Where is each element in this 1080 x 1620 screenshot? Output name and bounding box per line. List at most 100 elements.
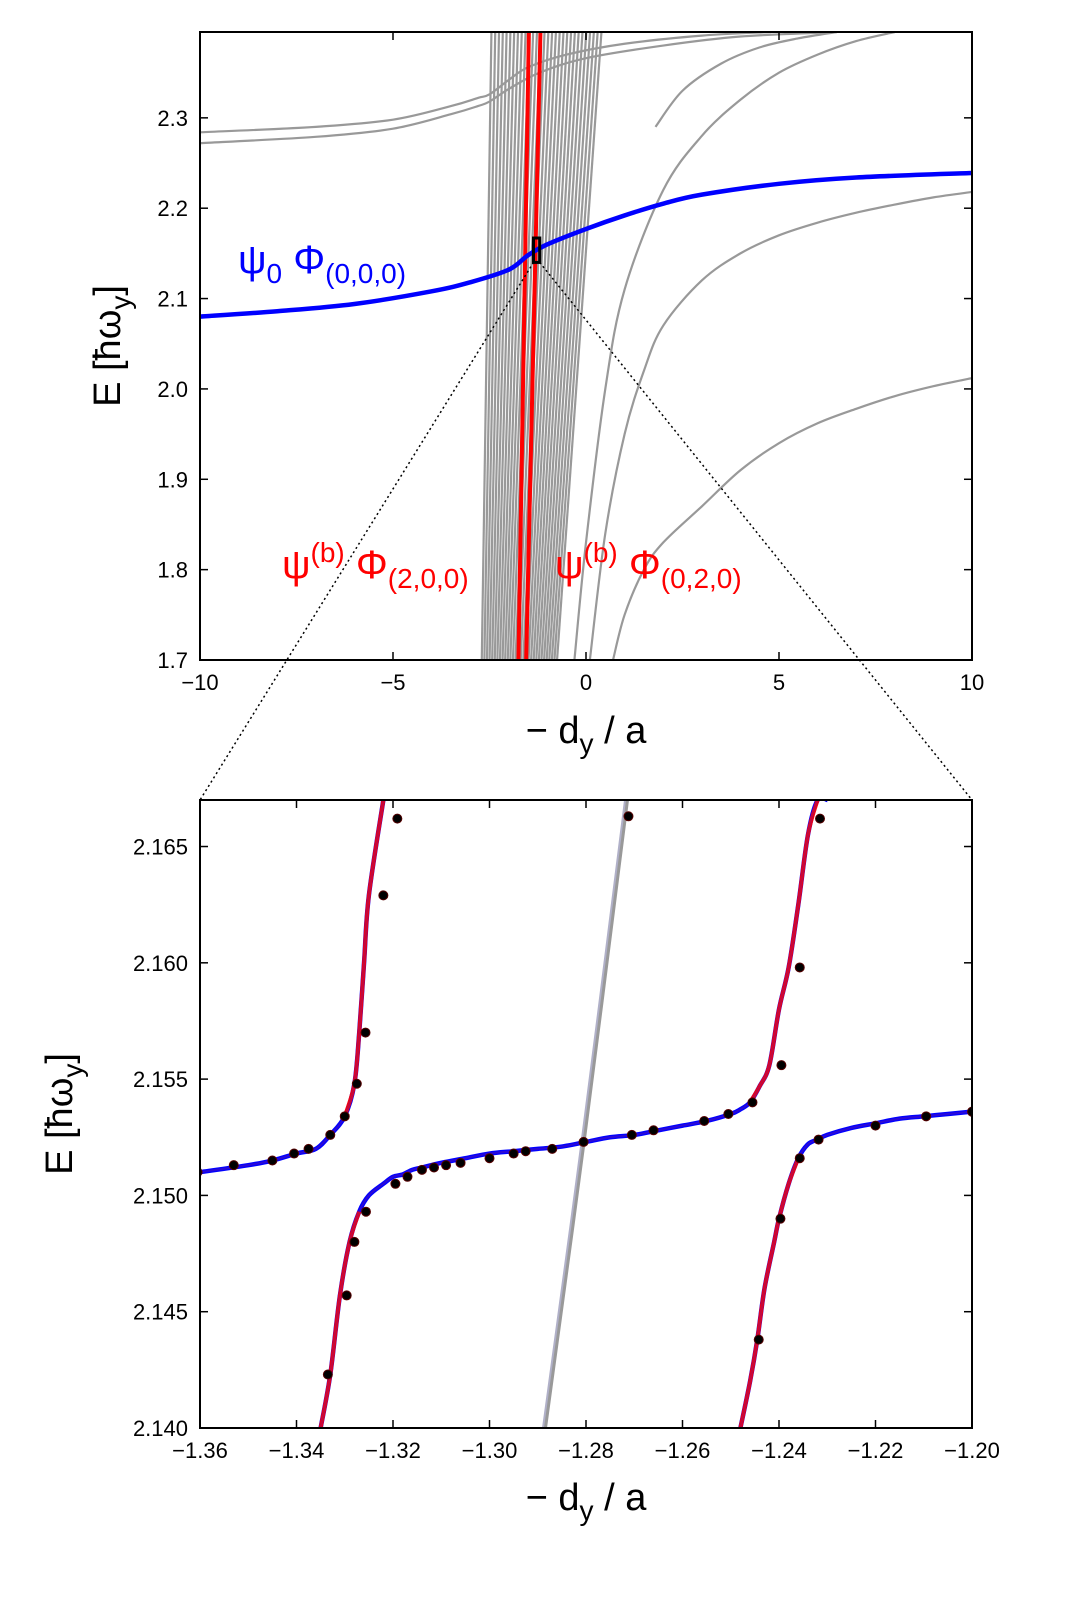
zoom-ytick-label: 2.145 [133, 1300, 188, 1325]
data-marker [289, 1148, 300, 1159]
psib-200-label-mid: Φ [345, 543, 388, 587]
data-marker [626, 1129, 637, 1140]
overview-ticks: −10 −5 0 5 10 1.7 1.8 1.9 2.0 2.1 2.2 2.3 [157, 32, 984, 695]
zoom-xtick-label: −1.26 [655, 1438, 711, 1463]
zoom-series-branch-3-red [738, 1157, 801, 1428]
overview-ytick-label: 2.1 [157, 287, 188, 312]
grey-steep-line [553, 32, 599, 660]
series-red-psib-Phi020 [524, 32, 543, 660]
data-marker [349, 1236, 360, 1247]
zoom-series-branch-3-blend [739, 1110, 972, 1428]
data-marker [360, 1206, 371, 1217]
zoom-series-branch-2-blend [319, 800, 828, 1428]
psi0-label-main: ψ [238, 238, 267, 282]
data-marker [794, 962, 805, 973]
grey-steep-line [537, 32, 576, 660]
zoom-ylabel-main: E [ħω [39, 1078, 81, 1175]
overview-ytick-label: 2.0 [157, 377, 188, 402]
data-marker [508, 1148, 519, 1159]
grey-steep-line [491, 32, 508, 660]
zoom-xtick-label: −1.24 [751, 1438, 807, 1463]
series-grey-curve-d [654, 32, 838, 128]
zoom-series-branch-3 [738, 1109, 972, 1428]
grey-steep-line [550, 32, 595, 660]
data-marker [339, 1111, 350, 1122]
data-marker [267, 1155, 278, 1166]
data-marker [753, 1334, 764, 1345]
overview-ytick-label: 2.3 [157, 106, 188, 131]
overview-xlabel-sub: y [580, 728, 594, 759]
grey-steep-line [524, 32, 558, 660]
grey-steep-line [501, 32, 523, 660]
data-marker [392, 813, 403, 824]
series-red-psib-Phi200 [516, 32, 531, 660]
overview-ylabel: E [ħωy] [87, 285, 136, 407]
zoom-series-branch-2-red [318, 1211, 362, 1428]
data-marker [776, 1060, 787, 1071]
overview-ylabel-main: E [ħω [87, 310, 129, 407]
data-marker [520, 1146, 531, 1157]
data-marker [322, 1369, 333, 1380]
overview-panel: −10 −5 0 5 101.71.81.92.02.12.22.3 ψ0 Φ(0,0,… [87, 31, 984, 759]
data-marker [794, 1153, 805, 1164]
grey-steep-line [548, 32, 592, 660]
grey-steep-line [542, 32, 584, 660]
zoom-xtick-label: −1.20 [944, 1438, 1000, 1463]
grey-steep-line [555, 32, 603, 660]
grey-steep-line [532, 32, 569, 660]
overview-plot-area [200, 32, 972, 660]
overview-xlabel: − dy / a [526, 710, 648, 759]
grey-steep-line [504, 32, 527, 660]
zoom-ylabel: E [ħωy] [39, 1053, 88, 1175]
psib-020-label: ψ(b) Φ(0,2,0) [555, 537, 742, 594]
zoom-series-branch-1-blend [200, 800, 385, 1174]
data-marker [775, 1213, 786, 1224]
psib-020-label-main: ψ [555, 543, 584, 587]
data-marker [921, 1111, 932, 1122]
overview-xtick-label: 0 [580, 670, 592, 695]
overview-ylabel-tail: ] [87, 285, 129, 296]
psib-200-label: ψ(b) Φ(2,0,0) [282, 537, 469, 594]
data-marker [813, 1134, 824, 1145]
psi0-label: ψ0 Φ(0,0,0) [238, 238, 406, 289]
data-marker [378, 890, 389, 901]
data-marker [870, 1120, 881, 1131]
grey-steep-line [540, 32, 580, 660]
overview-ytick-label: 1.7 [157, 648, 188, 673]
data-marker [402, 1171, 413, 1182]
grey-steep-line [496, 32, 516, 660]
data-marker [390, 1178, 401, 1189]
data-marker [341, 1290, 352, 1301]
zoom-xtick-label: −1.36 [172, 1438, 228, 1463]
grey-steep-line [527, 32, 561, 660]
data-marker [325, 1129, 336, 1140]
data-marker [303, 1143, 314, 1154]
zoom-xtick-label: −1.30 [462, 1438, 518, 1463]
overview-xtick-label: −5 [380, 670, 405, 695]
zoom-xtick-label: −1.22 [848, 1438, 904, 1463]
zoom-panel: −1.36 −1.34 −1.32 −1.30 −1.28 −1.26 −1.24 −1.22… [39, 799, 1000, 1526]
zoom-xtick-label: −1.34 [269, 1438, 325, 1463]
data-marker [455, 1157, 466, 1168]
overview-ytick-label: 1.8 [157, 558, 188, 583]
data-marker [815, 813, 826, 824]
zoom-ytick-label: 2.165 [133, 835, 188, 860]
data-marker [747, 1097, 758, 1108]
zoom-series-grey-steep-shadow [541, 800, 627, 1428]
overview-xtick-label: 5 [773, 670, 785, 695]
zoom-xtick-label: −1.32 [365, 1438, 421, 1463]
grey-steep-line [535, 32, 573, 660]
zoom-ytick-label: 2.155 [133, 1067, 188, 1092]
zoom-box [532, 236, 542, 264]
data-marker [360, 1027, 371, 1038]
grey-steep-line [529, 32, 565, 660]
series-psi0-Phi000 [200, 170, 972, 319]
data-marker [723, 1109, 734, 1119]
overview-xlabel-tail: / a [594, 710, 648, 752]
series-grey-curve-b [611, 377, 972, 660]
zoom-ytick-label: 2.160 [133, 951, 188, 976]
data-marker [416, 1164, 427, 1175]
series-grey-horizontal-upper [200, 32, 772, 134]
psib-020-label-sup: (b) [584, 537, 618, 568]
